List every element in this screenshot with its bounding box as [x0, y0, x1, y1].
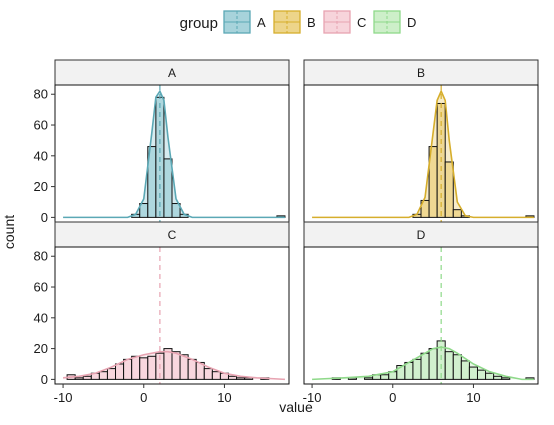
bar-D	[428, 348, 438, 380]
legend-label-A: A	[257, 15, 266, 30]
panel-C: C 0 20 40 60 80 -10 0 10	[34, 221, 290, 405]
bar-C	[227, 375, 238, 380]
y-tick-label: 0	[41, 210, 48, 225]
bar-D	[485, 372, 495, 380]
bar-C	[171, 351, 181, 380]
panel-A: A 0 20 40 60 80	[34, 59, 290, 225]
y-tick-label: 40	[34, 148, 48, 163]
y-tick-label: 60	[34, 118, 48, 133]
y-axis-title: count	[1, 215, 17, 249]
x-axis-title: value	[279, 399, 313, 415]
bar-D	[444, 351, 454, 380]
legend-item-A: A	[223, 10, 266, 34]
bar-D	[404, 361, 414, 380]
bar-C	[115, 363, 125, 380]
density-area-A	[63, 91, 285, 218]
x-tick-label: -10	[54, 390, 73, 405]
bar-A	[163, 158, 173, 218]
y-tick-label: 60	[34, 280, 48, 295]
bar-D	[380, 374, 390, 380]
bar-C	[187, 358, 197, 380]
legend: group A B C D	[180, 10, 416, 34]
facet-panels: A 0 20 40 60 80 B C 0 20 40 60 80 -10 0 10 D -10 0 10	[34, 59, 539, 405]
strip-box-C	[54, 221, 290, 248]
bar-C	[98, 371, 108, 380]
bar-C	[74, 377, 84, 380]
strip-box-B	[303, 59, 539, 86]
y-tick-label: 0	[41, 372, 48, 387]
density-line-C	[62, 350, 286, 381]
legend-label-D: D	[407, 15, 416, 30]
plot-area-B	[304, 85, 538, 222]
y-tick-label: 80	[34, 87, 48, 102]
density-line-B	[312, 89, 534, 219]
legend-item-B: B	[273, 10, 316, 34]
legend-label-C: C	[357, 15, 366, 30]
bar-D	[412, 358, 422, 380]
bar-C	[203, 368, 213, 380]
bar-D	[501, 377, 511, 380]
bar-D	[460, 360, 470, 380]
bar-D	[364, 377, 374, 380]
legend-label-B: B	[307, 15, 316, 30]
y-tick-label: 20	[34, 179, 48, 194]
bar-C	[106, 368, 117, 380]
y-tick-label: 80	[34, 249, 48, 264]
bar-C	[131, 355, 141, 380]
bar-C	[123, 358, 133, 380]
x-tick-label: 10	[217, 390, 231, 405]
bar-A	[171, 203, 181, 218]
panel-border-C	[54, 246, 290, 385]
legend-item-C: C	[323, 10, 366, 34]
bar-B	[444, 161, 454, 218]
bar-C	[179, 354, 189, 380]
strip-label-B: B	[417, 66, 425, 80]
bar-C	[147, 355, 157, 380]
panel-D: D -10 0 10	[303, 221, 539, 405]
strip-label-A: A	[168, 66, 176, 80]
x-tick-label: -10	[303, 390, 322, 405]
legend-item-D: D	[373, 10, 416, 34]
y-tick-label: 20	[34, 341, 48, 356]
bar-D	[493, 375, 503, 380]
panel-border-D	[303, 246, 539, 385]
bar-C	[236, 377, 246, 380]
y-tick-label: 40	[34, 310, 48, 325]
x-tick-label: 0	[389, 390, 396, 405]
bar-D	[476, 369, 487, 380]
strip-box-D	[303, 221, 539, 248]
x-tick-label: 10	[466, 390, 480, 405]
x-tick-label: 0	[140, 390, 147, 405]
strip-label-C: C	[168, 228, 177, 242]
bar-C	[82, 375, 92, 380]
bar-C	[211, 371, 221, 380]
bar-B	[452, 209, 462, 218]
bar-C	[139, 357, 149, 380]
density-line-A	[63, 89, 285, 219]
panel-B: B	[303, 59, 539, 223]
bar-D	[468, 366, 478, 380]
strip-label-D: D	[417, 228, 426, 242]
bar-C	[163, 348, 173, 380]
bar-D	[420, 352, 430, 380]
legend-title: group	[180, 15, 218, 32]
bar-D	[452, 354, 462, 380]
